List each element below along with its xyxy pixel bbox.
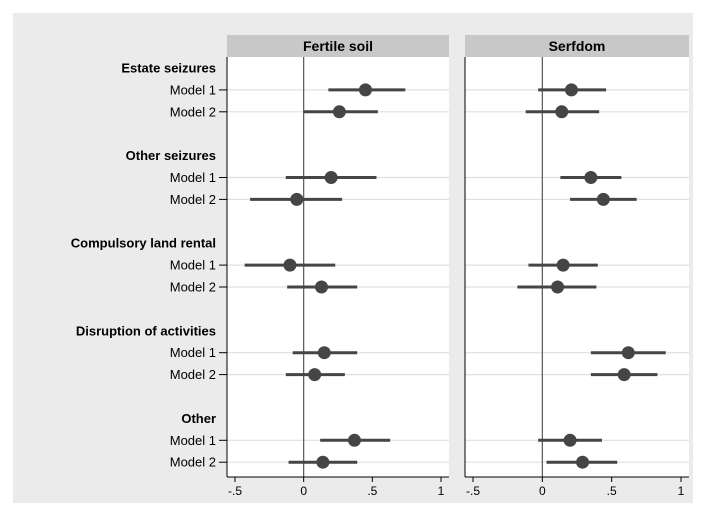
panel-1: Serfdom -.5 0 .5 1 xyxy=(464,35,689,498)
estimate-point-p0-1 xyxy=(332,105,346,119)
estimate-point-p1-0 xyxy=(564,83,578,97)
panel-title-1: Serfdom xyxy=(549,38,606,54)
x-tick-label-p1-3: 1 xyxy=(678,484,685,498)
panel-plot-area-1 xyxy=(465,57,689,477)
panel-plot-area-0 xyxy=(227,57,449,477)
estimate-point-p1-9 xyxy=(576,455,590,469)
x-tick-label-p1-0: -.5 xyxy=(466,484,480,498)
group-label-2: Compulsory land rental xyxy=(71,236,216,251)
estimate-point-p0-4 xyxy=(283,258,297,272)
row-label-g3-m0: Model 1 xyxy=(170,345,216,360)
estimate-point-p0-6 xyxy=(317,346,331,360)
estimate-point-p1-8 xyxy=(563,433,577,447)
x-tick-label-p0-0: -.5 xyxy=(228,484,242,498)
estimate-point-p1-4 xyxy=(556,258,570,272)
row-label-g4-m0: Model 1 xyxy=(170,433,216,448)
estimate-point-p0-5 xyxy=(315,280,329,294)
row-label-g2-m1: Model 2 xyxy=(170,280,216,295)
estimate-point-p1-2 xyxy=(584,171,598,184)
group-label-3: Disruption of activities xyxy=(76,323,216,338)
estimate-point-p0-2 xyxy=(324,171,338,184)
panel-0: Fertile soil -.5 0 .5 1 xyxy=(226,35,449,498)
estimate-point-p1-7 xyxy=(617,368,631,382)
x-tick-label-p0-2: .5 xyxy=(367,484,377,498)
estimate-point-p0-7 xyxy=(308,368,322,382)
x-tick-label-p0-3: 1 xyxy=(438,484,445,498)
estimate-point-p0-3 xyxy=(290,192,304,206)
estimate-point-p0-0 xyxy=(358,83,372,97)
estimate-point-p1-5 xyxy=(551,280,565,294)
row-label-g0-m1: Model 2 xyxy=(170,104,216,119)
estimate-point-p0-8 xyxy=(347,433,361,447)
panel-title-0: Fertile soil xyxy=(303,38,373,54)
panels: Fertile soil -.5 0 .5 1 Serfdom -.5 0 .5 1 xyxy=(226,35,689,498)
row-labels: Estate seizures Model 1 Model 2 Other seizu… xyxy=(71,61,227,470)
x-tick-label-p1-1: 0 xyxy=(539,484,546,498)
row-label-g2-m0: Model 1 xyxy=(170,258,216,273)
row-label-g3-m1: Model 2 xyxy=(170,367,216,382)
group-label-4: Other xyxy=(181,411,216,426)
panel-header-0 xyxy=(227,35,449,57)
row-label-g4-m1: Model 2 xyxy=(170,455,216,470)
row-label-g0-m0: Model 1 xyxy=(170,82,216,97)
estimate-point-p0-9 xyxy=(316,455,330,469)
x-tick-label-p0-1: 0 xyxy=(300,484,307,498)
row-label-g1-m1: Model 2 xyxy=(170,192,216,207)
group-label-1: Other seizures xyxy=(126,148,216,163)
panel-header-1 xyxy=(465,35,689,57)
estimate-point-p1-6 xyxy=(621,346,635,360)
x-tick-label-p1-2: .5 xyxy=(607,484,617,498)
row-label-g1-m0: Model 1 xyxy=(170,170,216,185)
estimate-point-p1-3 xyxy=(596,192,610,206)
group-label-0: Estate seizures xyxy=(121,61,216,76)
estimate-point-p1-1 xyxy=(555,105,569,119)
